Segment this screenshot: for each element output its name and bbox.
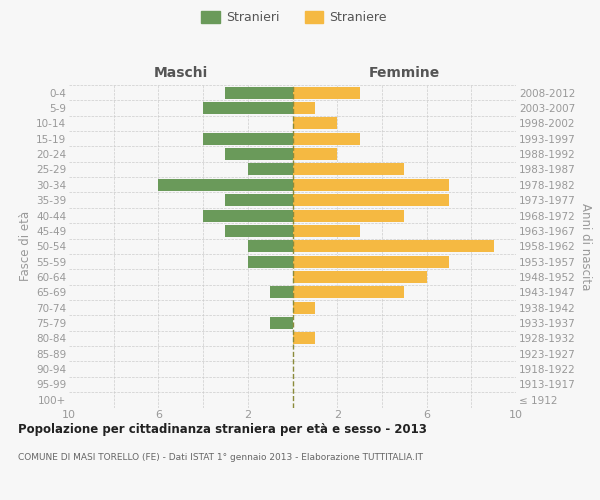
- Bar: [293, 256, 449, 268]
- Bar: [293, 133, 359, 144]
- Bar: [293, 271, 427, 283]
- Y-axis label: Fasce di età: Fasce di età: [19, 211, 32, 282]
- Text: COMUNE DI MASI TORELLO (FE) - Dati ISTAT 1° gennaio 2013 - Elaborazione TUTTITAL: COMUNE DI MASI TORELLO (FE) - Dati ISTAT…: [18, 452, 423, 462]
- Bar: [226, 194, 293, 206]
- Bar: [293, 332, 315, 344]
- Bar: [293, 302, 315, 314]
- Bar: [293, 86, 359, 99]
- Bar: [158, 179, 293, 191]
- Bar: [293, 225, 359, 237]
- Bar: [293, 164, 404, 175]
- Text: Popolazione per cittadinanza straniera per età e sesso - 2013: Popolazione per cittadinanza straniera p…: [18, 422, 427, 436]
- Bar: [203, 210, 293, 222]
- Bar: [293, 118, 337, 130]
- Bar: [248, 164, 293, 175]
- Text: Femmine: Femmine: [368, 66, 440, 80]
- Bar: [270, 286, 293, 298]
- Bar: [293, 148, 337, 160]
- Bar: [203, 102, 293, 114]
- Bar: [248, 256, 293, 268]
- Bar: [226, 225, 293, 237]
- Bar: [226, 148, 293, 160]
- Bar: [293, 194, 449, 206]
- Bar: [293, 210, 404, 222]
- Text: Maschi: Maschi: [154, 66, 208, 80]
- Bar: [293, 240, 494, 252]
- Bar: [270, 317, 293, 329]
- Legend: Stranieri, Straniere: Stranieri, Straniere: [199, 8, 389, 26]
- Bar: [293, 286, 404, 298]
- Bar: [248, 240, 293, 252]
- Bar: [293, 179, 449, 191]
- Bar: [293, 102, 315, 114]
- Bar: [203, 133, 293, 144]
- Bar: [226, 86, 293, 99]
- Y-axis label: Anni di nascita: Anni di nascita: [579, 202, 592, 290]
